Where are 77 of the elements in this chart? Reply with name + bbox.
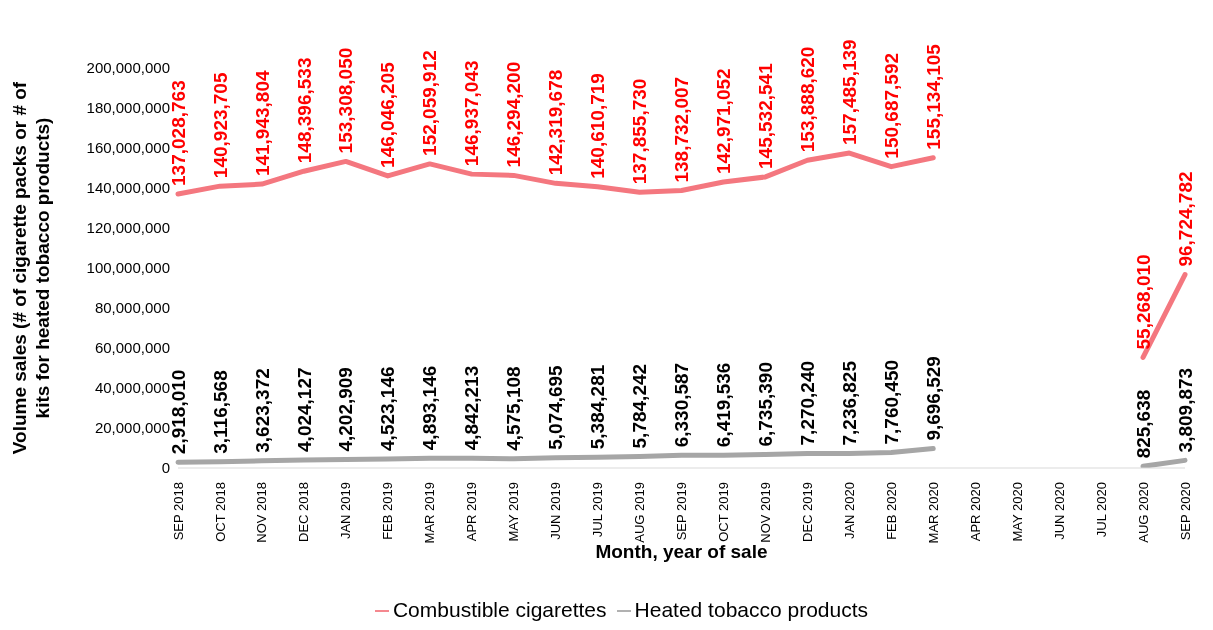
y-axis-title: Volume sales (# of cigarette packs or # of kits for heated tobacco products) bbox=[9, 81, 53, 455]
data-label: 4,893,146 bbox=[419, 365, 441, 451]
data-label: 5,074,695 bbox=[545, 364, 567, 450]
data-label: 146,294,200 bbox=[503, 61, 525, 168]
data-label: 137,855,730 bbox=[629, 78, 651, 185]
x-tick-label: OCT 2018 bbox=[212, 482, 228, 542]
x-tick-label: SEP 2019 bbox=[674, 482, 690, 541]
data-label: 142,319,678 bbox=[545, 69, 567, 176]
x-tick-label: JAN 2019 bbox=[338, 482, 354, 540]
data-label: 6,330,587 bbox=[671, 362, 693, 448]
x-tick-label: APR 2020 bbox=[967, 482, 983, 542]
x-tick-label: DEC 2018 bbox=[296, 482, 312, 542]
y-tick-label: 200,000,000 bbox=[86, 59, 170, 77]
data-label: 145,532,541 bbox=[755, 62, 777, 169]
data-label: 4,523,146 bbox=[377, 366, 399, 451]
data-label: 55,268,010 bbox=[1132, 254, 1154, 350]
x-tick-label: NOV 2019 bbox=[757, 482, 773, 543]
data-label: 7,236,825 bbox=[838, 360, 860, 446]
data-label: 4,842,213 bbox=[461, 365, 483, 451]
x-tick-label: OCT 2019 bbox=[716, 482, 732, 542]
data-label: 5,784,242 bbox=[629, 363, 651, 449]
data-label: 148,396,533 bbox=[293, 57, 315, 164]
x-tick-label: SEP 2020 bbox=[1177, 482, 1193, 541]
y-tick-label: 40,000,000 bbox=[94, 379, 170, 397]
data-label: 155,134,105 bbox=[922, 43, 944, 150]
legend-label: Heated tobacco products bbox=[634, 598, 869, 621]
x-tick-label: SEP 2018 bbox=[170, 482, 186, 541]
y-tick-label: 140,000,000 bbox=[86, 179, 170, 197]
data-label: 142,971,052 bbox=[713, 68, 735, 175]
data-label: 3,623,372 bbox=[251, 368, 273, 453]
data-label: 140,610,719 bbox=[587, 73, 609, 179]
y-tick-label: 0 bbox=[161, 459, 170, 477]
data-label: 146,046,205 bbox=[377, 61, 399, 168]
data-label: 141,943,804 bbox=[251, 70, 273, 177]
data-label: 7,270,240 bbox=[797, 360, 819, 446]
legend-label: Combustible cigarettes bbox=[392, 598, 607, 621]
data-label: 7,760,450 bbox=[880, 359, 902, 445]
data-label: 157,485,139 bbox=[838, 39, 860, 146]
data-label: 9,696,529 bbox=[922, 356, 944, 441]
y-tick-label: 120,000,000 bbox=[86, 219, 170, 237]
data-label: 6,419,536 bbox=[713, 362, 735, 448]
data-label: 3,809,873 bbox=[1174, 367, 1196, 453]
x-tick-label: MAR 2019 bbox=[422, 482, 438, 544]
data-label: 825,638 bbox=[1132, 389, 1154, 459]
y-tick-label: 180,000,000 bbox=[86, 99, 170, 117]
data-label: 4,575,108 bbox=[503, 366, 525, 451]
x-tick-label: AUG 2020 bbox=[1135, 482, 1151, 543]
x-tick-label: JAN 2020 bbox=[841, 482, 857, 540]
x-tick-label: MAY 2020 bbox=[1009, 482, 1025, 542]
data-label: 140,923,705 bbox=[209, 72, 231, 179]
data-label: 153,308,050 bbox=[335, 47, 357, 154]
data-label: 152,059,912 bbox=[419, 50, 441, 156]
data-label: 3,116,568 bbox=[209, 370, 231, 454]
data-label: 4,202,909 bbox=[335, 367, 357, 452]
y-tick-label: 100,000,000 bbox=[86, 259, 170, 277]
x-tick-label: FEB 2020 bbox=[883, 482, 899, 540]
x-tick-label: DEC 2019 bbox=[799, 482, 815, 542]
x-tick-label: FEB 2019 bbox=[380, 482, 396, 540]
data-label: 5,384,281 bbox=[587, 364, 609, 450]
data-label: 4,024,127 bbox=[293, 367, 315, 452]
x-tick-label: JUL 2020 bbox=[1093, 482, 1109, 538]
x-tick-label: APR 2019 bbox=[464, 482, 480, 542]
y-tick-label: 60,000,000 bbox=[94, 339, 170, 357]
data-label: 150,687,592 bbox=[880, 52, 902, 159]
x-tick-label: JUL 2019 bbox=[590, 482, 606, 538]
data-label: 96,724,782 bbox=[1174, 171, 1196, 267]
data-label: 146,937,043 bbox=[461, 60, 483, 167]
x-tick-label: AUG 2019 bbox=[632, 482, 648, 543]
data-label: 153,888,620 bbox=[797, 46, 819, 153]
x-tick-label: NOV 2018 bbox=[254, 482, 270, 543]
data-label: 6,735,390 bbox=[755, 362, 777, 447]
x-tick-label: MAR 2020 bbox=[925, 482, 941, 544]
x-tick-label: JUN 2020 bbox=[1051, 482, 1067, 540]
y-tick-label: 80,000,000 bbox=[94, 299, 170, 317]
x-tick-label: JUN 2019 bbox=[548, 482, 564, 540]
x-tick-label: MAY 2019 bbox=[506, 482, 522, 542]
data-label: 138,732,007 bbox=[671, 76, 693, 183]
